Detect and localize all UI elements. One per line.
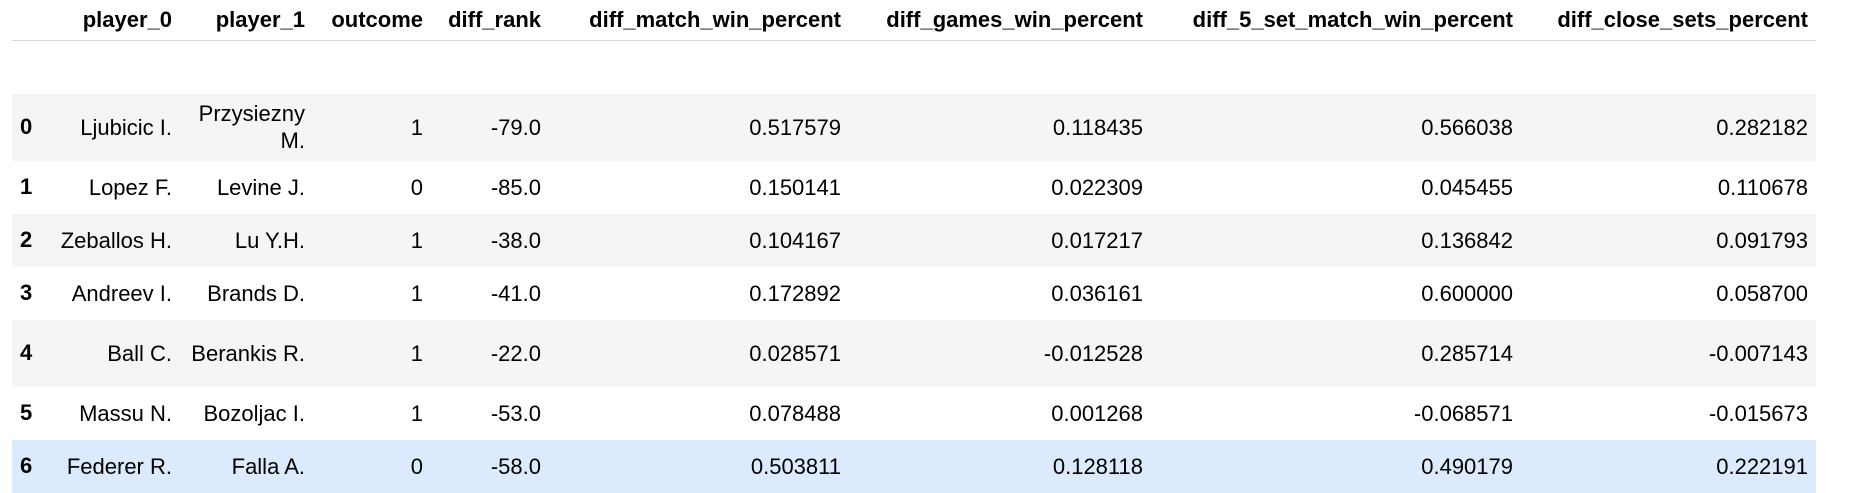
- column-header-player-0: player_0: [46, 0, 180, 41]
- cell-diff-match-win-percent: 0.517579: [749, 114, 841, 140]
- cell-outcome: 1: [410, 227, 423, 253]
- cell-player-0: Federer R.: [66, 453, 172, 479]
- cell-diff-5-set-match-win-percent: 0.045455: [1421, 174, 1513, 200]
- cell-diff-5-set-match-win-percent: 0.136842: [1421, 227, 1513, 253]
- cell-diff-close-sets-percent: -0.015673: [1708, 400, 1808, 426]
- cell-outcome: 1: [410, 400, 423, 426]
- cell-player-1: Przysiezny M.: [198, 101, 305, 153]
- header-row: player_0 player_1 outcome diff_rank diff…: [12, 0, 1816, 41]
- cell-diff-games-win-percent: 0.022309: [1051, 174, 1143, 200]
- cell-diff-rank: -85.0: [490, 174, 541, 200]
- column-header-diff-rank: diff_rank: [431, 0, 549, 41]
- cell-diff-games-win-percent: 0.036161: [1051, 280, 1143, 306]
- cell-player-0: Ball C.: [107, 340, 172, 366]
- cell-diff-5-set-match-win-percent: -0.068571: [1413, 400, 1513, 426]
- cell-diff-rank: -38.0: [490, 227, 541, 253]
- cell-player-0: Lopez F.: [88, 174, 172, 200]
- cell-player-0: Andreev I.: [71, 280, 172, 306]
- table-row-hovered: 6 Federer R. Falla A. 0 -58.0 0.503811 0…: [12, 439, 1816, 493]
- cell-diff-rank: -22.0: [490, 340, 541, 366]
- cell-player-0: Massu N.: [79, 400, 172, 426]
- cell-player-1: Lu Y.H.: [234, 227, 305, 253]
- cell-diff-5-set-match-win-percent: 0.490179: [1421, 453, 1513, 479]
- index-header: [12, 0, 46, 41]
- row-index: 6: [20, 453, 33, 478]
- cell-diff-match-win-percent: 0.028571: [749, 340, 841, 366]
- dataframe-output: player_0 player_1 outcome diff_rank diff…: [12, 0, 1816, 493]
- table-row: 1 Lopez F. Levine J. 0 -85.0 0.150141 0.…: [12, 160, 1816, 214]
- cell-diff-match-win-percent: 0.503811: [750, 453, 841, 479]
- row-index: 2: [20, 227, 33, 252]
- cell-diff-match-win-percent: 0.104167: [749, 227, 841, 253]
- cell-player-1: Falla A.: [231, 453, 305, 479]
- column-header-player-1: player_1: [180, 0, 313, 41]
- cell-diff-games-win-percent: 0.001268: [1051, 400, 1143, 426]
- column-header-outcome: outcome: [313, 0, 431, 41]
- cell-diff-games-win-percent: 0.017217: [1051, 227, 1143, 253]
- row-index: 1: [20, 174, 33, 199]
- cell-diff-5-set-match-win-percent: 0.566038: [1421, 114, 1513, 140]
- cell-diff-5-set-match-win-percent: 0.285714: [1421, 340, 1513, 366]
- cell-diff-rank: -58.0: [490, 453, 541, 479]
- column-header-diff-match-win-percent: diff_match_win_percent: [549, 0, 849, 41]
- cell-outcome: 0: [410, 453, 423, 479]
- table-row: 0 Ljubicic I. Przysiezny M. 1 -79.0 0.51…: [12, 93, 1816, 161]
- cell-player-1: Berankis R.: [191, 340, 305, 366]
- cell-diff-match-win-percent: 0.078488: [749, 400, 841, 426]
- column-header-diff-5-set-match-win-percent: diff_5_set_match_win_percent: [1151, 0, 1521, 41]
- cell-player-1: Brands D.: [207, 280, 305, 306]
- cell-player-0: Zeballos H.: [60, 227, 172, 253]
- cell-diff-rank: -41.0: [490, 280, 541, 306]
- row-index: 0: [20, 114, 33, 139]
- cell-diff-rank: -79.0: [490, 114, 541, 140]
- cell-diff-games-win-percent: 0.118435: [1052, 114, 1143, 140]
- cell-outcome: 0: [410, 174, 423, 200]
- cell-diff-close-sets-percent: 0.091793: [1716, 227, 1808, 253]
- table-row: 4 Ball C. Berankis R. 1 -22.0 0.028571 -…: [12, 319, 1816, 387]
- cell-player-0: Ljubicic I.: [80, 114, 172, 140]
- cell-diff-close-sets-percent: 0.110678: [1717, 174, 1808, 200]
- cell-player-1: Bozoljac I.: [203, 400, 306, 426]
- table-row: 3 Andreev I. Brands D. 1 -41.0 0.172892 …: [12, 266, 1816, 320]
- column-header-diff-games-win-percent: diff_games_win_percent: [849, 0, 1151, 41]
- cell-diff-close-sets-percent: -0.007143: [1708, 340, 1808, 366]
- column-header-diff-close-sets-percent: diff_close_sets_percent: [1521, 0, 1816, 41]
- cell-diff-close-sets-percent: 0.222191: [1716, 453, 1808, 479]
- cell-diff-rank: -53.0: [490, 400, 541, 426]
- cell-player-1: Levine J.: [216, 174, 305, 200]
- table-row: 2 Zeballos H. Lu Y.H. 1 -38.0 0.104167 0…: [12, 213, 1816, 267]
- cell-diff-match-win-percent: 0.150141: [749, 174, 841, 200]
- dataframe-table: player_0 player_1 outcome diff_rank diff…: [12, 0, 1816, 493]
- cell-diff-games-win-percent: -0.012528: [1043, 340, 1143, 366]
- cell-diff-games-win-percent: 0.128118: [1052, 453, 1143, 479]
- cell-diff-close-sets-percent: 0.282182: [1716, 114, 1808, 140]
- cell-outcome: 1: [410, 114, 423, 140]
- cell-outcome: 1: [410, 340, 423, 366]
- cell-diff-5-set-match-win-percent: 0.600000: [1421, 280, 1513, 306]
- row-index: 4: [20, 340, 33, 365]
- row-index: 5: [20, 400, 33, 425]
- row-index: 3: [20, 280, 33, 305]
- cell-diff-close-sets-percent: 0.058700: [1716, 280, 1808, 306]
- cell-outcome: 1: [410, 280, 423, 306]
- table-row: 5 Massu N. Bozoljac I. 1 -53.0 0.078488 …: [12, 386, 1816, 440]
- cell-diff-match-win-percent: 0.172892: [749, 280, 841, 306]
